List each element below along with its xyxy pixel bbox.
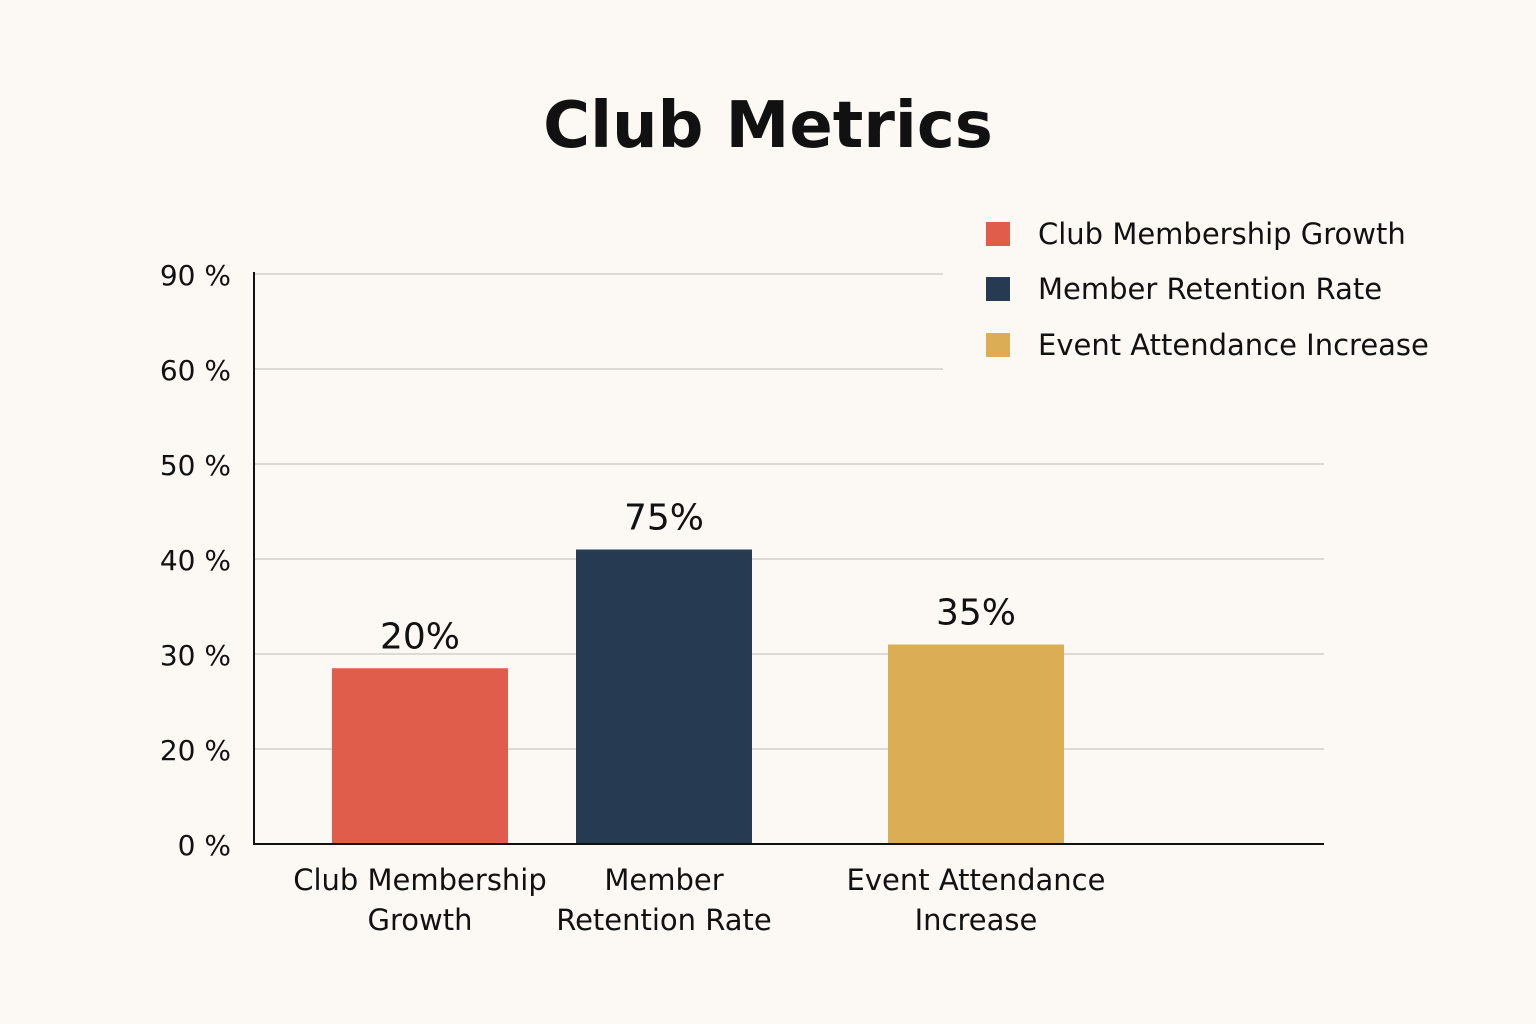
legend-label: Club Membership Growth [1038, 216, 1406, 251]
y-tick-label: 30 % [160, 639, 231, 672]
bars [332, 549, 1064, 844]
legend-item-club-membership-growth: Club Membership Growth [986, 206, 1506, 262]
y-tick-label: 60 % [160, 354, 231, 387]
x-category-label: Retention Rate [556, 903, 772, 937]
y-tick-label: 0 % [178, 829, 231, 862]
x-category-label: Growth [368, 903, 473, 937]
axes [253, 272, 1324, 845]
x-category-label: Increase [915, 903, 1038, 937]
x-category-label: Club Membership [293, 863, 547, 897]
bar-value-label: 35% [936, 593, 1016, 634]
bar [576, 549, 752, 844]
legend-swatch [986, 277, 1010, 302]
legend-label: Member Retention Rate [1038, 272, 1383, 307]
y-tick-label: 20 % [160, 734, 231, 767]
y-tick-label: 50 % [160, 449, 231, 482]
bar [332, 668, 508, 844]
bar [888, 644, 1064, 844]
chart-title: Club Metrics [543, 89, 993, 163]
bar-value-label: 75% [624, 498, 704, 539]
y-tick-label: 40 % [160, 544, 231, 577]
x-category-label: Event Attendance [847, 863, 1106, 897]
legend-item-event-attendance-increase: Event Attendance Increase [986, 317, 1506, 373]
legend-item-member-retention-rate: Member Retention Rate [986, 262, 1506, 318]
y-tick-label: 90 % [160, 259, 231, 292]
legend: Club Membership Growth Member Retention … [986, 206, 1506, 373]
x-category-label: Member [604, 863, 723, 897]
legend-swatch [986, 332, 1010, 357]
legend-label: Event Attendance Increase [1038, 327, 1429, 362]
legend-swatch [986, 221, 1010, 246]
bar-value-label: 20% [380, 616, 460, 657]
labels: 0 % 20 % 30 % 40 % 50 % 60 % 90 % 20% Club Membe… [160, 259, 1106, 937]
